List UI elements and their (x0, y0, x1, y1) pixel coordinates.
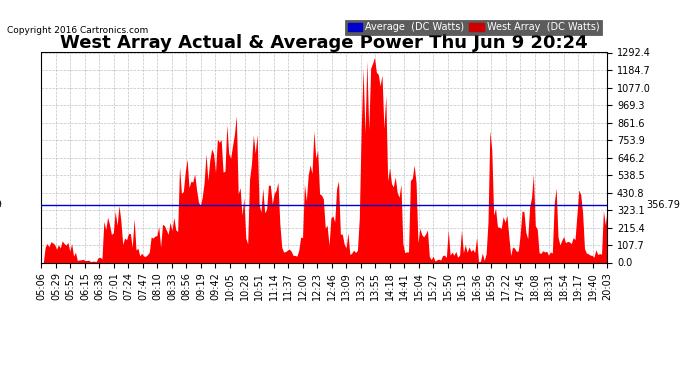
Text: 356.79: 356.79 (646, 200, 680, 210)
Text: Copyright 2016 Cartronics.com: Copyright 2016 Cartronics.com (7, 26, 148, 35)
Text: 356.79: 356.79 (0, 200, 3, 210)
Legend: Average  (DC Watts), West Array  (DC Watts): Average (DC Watts), West Array (DC Watts… (345, 20, 602, 35)
Title: West Array Actual & Average Power Thu Jun 9 20:24: West Array Actual & Average Power Thu Ju… (61, 34, 588, 53)
